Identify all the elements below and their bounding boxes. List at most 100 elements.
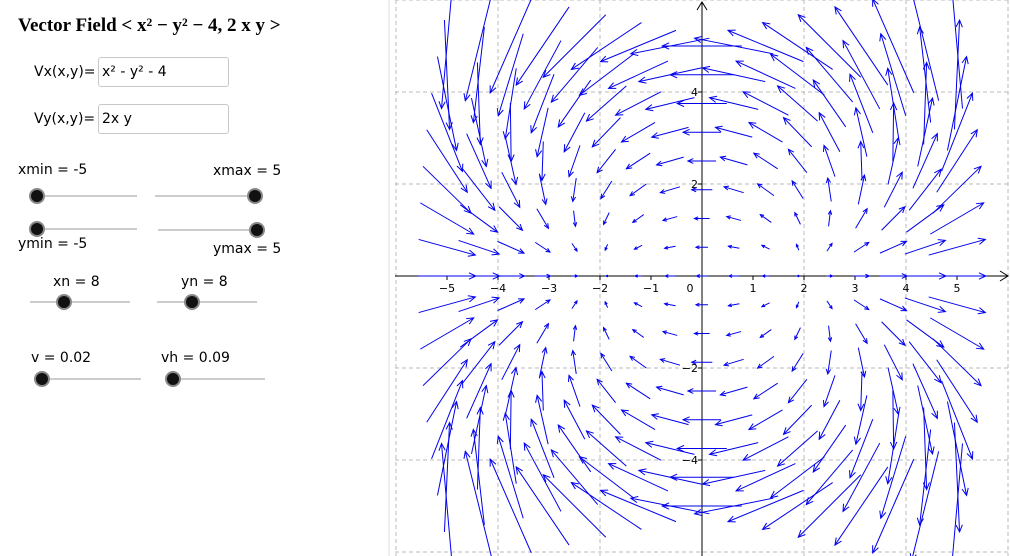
field-arrow [489, 0, 532, 94]
field-arrow [591, 404, 621, 435]
field-arrow [472, 429, 485, 526]
arrow-head [970, 414, 978, 424]
arrow-head [898, 205, 906, 214]
x-tick-label: −4 [490, 282, 506, 295]
field-arrow [855, 107, 868, 157]
field-arrow [621, 409, 656, 430]
arrow-head [655, 385, 663, 392]
field-arrow [720, 386, 748, 396]
field-arrow [629, 183, 647, 197]
slider-knob-core [58, 296, 70, 308]
arrow-head [530, 125, 538, 134]
field-arrow [812, 424, 847, 473]
field-arrow [919, 26, 932, 123]
arrow-head [573, 299, 578, 305]
field-arrow [634, 244, 643, 250]
field-arrow [664, 245, 676, 249]
field-arrow [720, 156, 748, 166]
field-arrow [600, 29, 677, 63]
field-arrow [842, 40, 881, 110]
field-arrow [834, 466, 889, 546]
arrow-head [879, 510, 887, 520]
input-box[interactable]: 2x y [98, 104, 229, 134]
arrow-head [578, 88, 587, 96]
arrow-head [456, 163, 464, 173]
field-arrow [694, 37, 774, 55]
field-arrow [458, 239, 500, 255]
arrow-head [931, 132, 938, 142]
arrow-head [542, 69, 551, 79]
field-arrow [887, 367, 899, 415]
arrow-head [668, 473, 678, 481]
field-arrow [757, 183, 775, 197]
arrow-head [916, 25, 924, 35]
y-tick-label: −4 [682, 454, 698, 467]
arrow-head [570, 62, 579, 71]
arrow-head [726, 515, 736, 523]
arrow-head [900, 240, 908, 247]
field-arrow [742, 436, 789, 461]
field-arrow [827, 177, 832, 202]
arrow-head [722, 361, 729, 367]
arrow-head [570, 196, 577, 203]
arrow-head [507, 154, 515, 163]
arrow-head [470, 115, 478, 124]
arrow-head [690, 359, 697, 365]
field-arrow [872, 458, 915, 554]
field-arrow [626, 382, 651, 400]
field-arrow [932, 338, 982, 387]
field-arrow [818, 112, 841, 153]
arrow-head [701, 479, 711, 487]
field-arrow [941, 380, 973, 459]
field-arrow [571, 243, 578, 252]
field-arrow [557, 424, 592, 473]
field-arrow [883, 171, 903, 208]
slider-label: xmin = -5 [18, 162, 88, 178]
slider-label: ymin = -5 [18, 236, 88, 252]
arrow-head [885, 476, 893, 485]
arrow-head [714, 125, 723, 133]
field-arrow [702, 67, 766, 83]
field-arrow [892, 102, 895, 162]
input-box[interactable]: x² - y² - 4 [98, 57, 229, 87]
arrow-head [862, 338, 868, 345]
arrow-head [693, 508, 703, 517]
arrow-head [818, 111, 826, 121]
arrow-head [557, 424, 566, 433]
field-arrow [879, 240, 907, 254]
arrow-head [603, 220, 607, 226]
arrow-head [510, 176, 519, 186]
arrow-head [782, 427, 791, 436]
arrow-head [460, 184, 468, 194]
arrow-head [538, 173, 546, 182]
field-arrow [466, 133, 492, 189]
field-arrow [418, 296, 476, 314]
arrow-head [451, 142, 459, 152]
arrow-head [973, 378, 982, 387]
arrow-head [727, 274, 733, 278]
field-arrow [783, 117, 813, 148]
field-arrow [426, 359, 468, 423]
field-arrow [855, 323, 868, 344]
field-arrow [621, 122, 656, 143]
field-arrow [632, 214, 645, 223]
arrow-head [543, 322, 550, 329]
arrow-head [660, 42, 670, 50]
field-arrow [600, 180, 613, 199]
field-arrow [936, 359, 978, 423]
y-tick-label: −2 [682, 362, 698, 375]
arrow-head [829, 274, 834, 278]
arrow-head [896, 372, 903, 381]
input-label: Vx(x,y)= [34, 64, 96, 80]
field-arrow [908, 168, 942, 211]
arrow-head [550, 94, 559, 104]
arrow-head [567, 170, 574, 178]
arrow-head [896, 171, 903, 180]
arrow-head [650, 132, 659, 139]
field-arrow [660, 358, 681, 366]
field-arrow [953, 20, 961, 130]
arrow-head [604, 247, 608, 252]
arrow-head [438, 442, 446, 451]
